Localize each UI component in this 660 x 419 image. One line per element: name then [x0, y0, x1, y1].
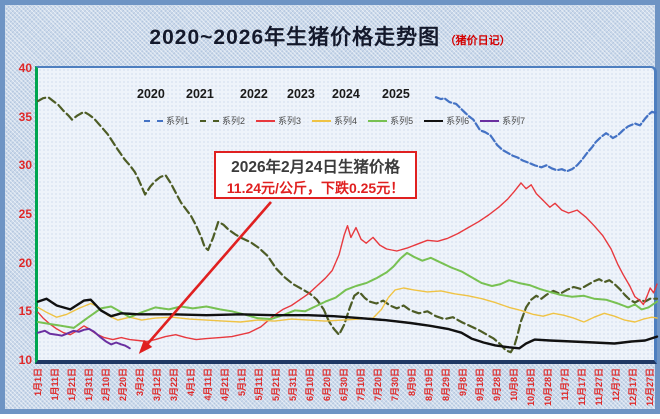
- legend-swatch: [424, 119, 444, 122]
- x-tick-label: 5月11日: [254, 368, 265, 401]
- x-tick-label: 4月11日: [203, 368, 214, 401]
- legend-swatch: [144, 119, 163, 122]
- plot-area: [35, 66, 657, 364]
- x-tick-label: 5月31日: [288, 368, 299, 402]
- legend-item-系列3: 系列3: [256, 114, 301, 127]
- legend-item-系列2: 系列2: [200, 114, 245, 127]
- x-tick-label: 1月1日: [33, 368, 43, 397]
- x-tick-label: 6月20日: [322, 368, 333, 402]
- legend-row: 系列1 系列2 系列3 系列4 系列5 系列6 系列7: [144, 114, 525, 127]
- chart-title: 2020~2026年生猪价格走势图 （猪价日记）: [5, 21, 655, 51]
- year-label-2020: 2020: [137, 87, 165, 101]
- x-tick-label: 8月19日: [424, 368, 435, 402]
- legend-swatch: [312, 119, 332, 122]
- legend-label: 系列2: [222, 116, 246, 126]
- y-tick-label: 25: [18, 207, 32, 221]
- y-tick-label: 40: [18, 61, 32, 75]
- y-tick-label: 10: [18, 353, 32, 367]
- year-label-2022: 2022: [240, 87, 268, 101]
- legend-label: 系列6: [446, 116, 470, 126]
- legend-swatch: [480, 119, 500, 122]
- x-tick-label: 2月20日: [118, 368, 129, 402]
- x-tick-label: 5月21日: [271, 368, 282, 402]
- x-tick-label: 5月1日: [237, 368, 248, 397]
- y-tick-label: 35: [18, 109, 32, 124]
- x-tick-label: 6月30日: [339, 368, 350, 402]
- x-tick-label: 8月29日: [441, 368, 452, 402]
- legend-label: 系列3: [278, 116, 302, 126]
- x-tick-label: 10月8日: [509, 368, 520, 402]
- legend-item-系列1: 系列1: [144, 114, 189, 127]
- annotation-date-line: 2026年2月24日生猪价格: [231, 159, 400, 176]
- price-annotation-box: 2026年2月24日生猪价格 11.24元/公斤，下跌0.25元！: [214, 151, 417, 199]
- y-tick-label: 15: [18, 304, 32, 319]
- year-label-2021: 2021: [186, 87, 214, 101]
- x-tick-label: 9月8日: [458, 368, 469, 397]
- annotation-price-line: 11.24元/公斤，下跌0.25元！: [226, 180, 405, 196]
- x-tick-label: 6月10日: [305, 368, 316, 402]
- x-tick-label: 11月27日: [594, 368, 605, 406]
- legend-label: 系列4: [334, 116, 358, 126]
- legend-swatch: [200, 119, 220, 122]
- x-tick-label: 11月7日: [560, 368, 571, 401]
- year-label-2023: 2023: [287, 87, 315, 101]
- x-tick-label: 10月28日: [543, 368, 554, 407]
- x-tick-label: 3月2日: [135, 368, 146, 397]
- x-tick-label: 4月1日: [186, 368, 197, 397]
- x-tick-label: 2月10日: [101, 368, 112, 402]
- x-tick-label: 1月31日: [84, 368, 95, 402]
- x-tick-label: 7月10日: [356, 368, 367, 402]
- legend-swatch: [368, 119, 388, 122]
- x-tick-label: 1月11日: [50, 368, 60, 401]
- legend-label: 系列7: [502, 116, 526, 126]
- x-tick-label: 4月21日: [220, 368, 231, 402]
- legend-label: 系列1: [166, 116, 190, 126]
- x-tick-label: 3月12日: [152, 368, 163, 402]
- x-tick-label: 12月27日: [645, 368, 656, 407]
- x-tick-label: 12月17日: [628, 368, 639, 407]
- x-tick-label: 12月7日: [611, 368, 622, 402]
- chart-title-suffix: （猪价日记）: [444, 35, 511, 47]
- x-tick-label: 10月18日: [526, 368, 537, 407]
- x-tick-label: 1月21日: [67, 368, 77, 402]
- x-tick-label: 7月20日: [373, 368, 384, 402]
- x-tick-label: 7月30日: [390, 368, 401, 402]
- x-tick-label: 3月22日: [169, 368, 180, 402]
- y-tick-label: 30: [18, 158, 32, 173]
- legend-swatch: [256, 119, 276, 122]
- chart-title-main: 2020~2026年生猪价格走势图: [149, 26, 441, 49]
- legend-item-系列4: 系列4: [312, 114, 357, 127]
- year-label-2024: 2024: [332, 87, 360, 101]
- year-label-2025: 2025: [382, 87, 410, 101]
- legend-item-系列5: 系列5: [368, 114, 413, 127]
- legend-item-系列6: 系列6: [424, 114, 469, 127]
- x-tick-label: 8月9日: [407, 368, 418, 397]
- x-tick-label: 11月17日: [577, 368, 588, 406]
- x-tick-label: 9月18日: [475, 368, 486, 402]
- y-tick-label: 20: [18, 255, 32, 270]
- legend-label: 系列5: [390, 116, 414, 126]
- legend-item-系列7: 系列7: [480, 114, 525, 127]
- x-tick-label: 9月28日: [492, 368, 503, 402]
